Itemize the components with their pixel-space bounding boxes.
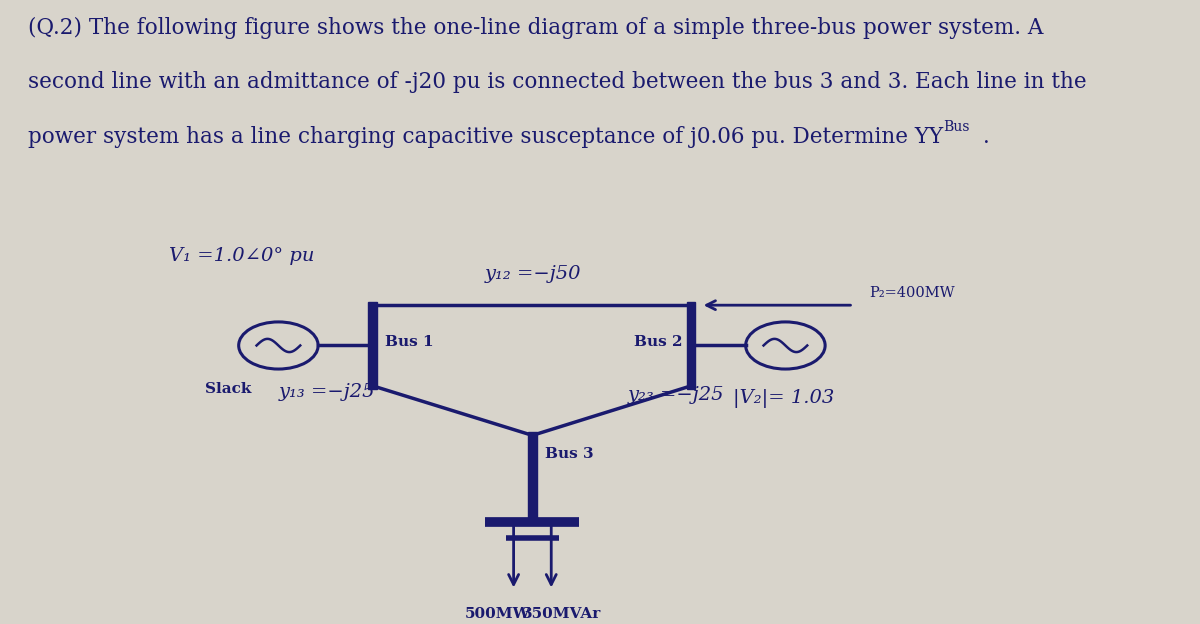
Text: 350MVAr: 350MVAr bbox=[522, 607, 601, 621]
Text: 500MW: 500MW bbox=[464, 607, 530, 621]
Text: |V₂|= 1.03: |V₂|= 1.03 bbox=[733, 389, 834, 407]
Text: y₁₂ =−j50: y₁₂ =−j50 bbox=[485, 265, 581, 283]
Text: Bus 1: Bus 1 bbox=[385, 335, 433, 349]
Text: y₂₃ =−j25: y₂₃ =−j25 bbox=[628, 386, 724, 404]
Text: (Q.2) The following figure shows the one-line diagram of a simple three-bus powe: (Q.2) The following figure shows the one… bbox=[28, 17, 1043, 39]
Text: Bus: Bus bbox=[943, 120, 970, 134]
Text: V₁ =1.0∠0° pu: V₁ =1.0∠0° pu bbox=[169, 246, 314, 265]
Text: power system has a line charging capacitive susceptance of j0.06 pu. Determine Y: power system has a line charging capacit… bbox=[28, 126, 929, 148]
Text: Slack: Slack bbox=[205, 382, 252, 396]
Text: .: . bbox=[983, 126, 990, 148]
Text: Y: Y bbox=[929, 126, 943, 148]
Text: Bus 3: Bus 3 bbox=[545, 447, 594, 461]
Polygon shape bbox=[688, 302, 696, 389]
Text: y₁₃ =−j25: y₁₃ =−j25 bbox=[278, 383, 374, 401]
Text: Bus 2: Bus 2 bbox=[634, 335, 683, 349]
Polygon shape bbox=[368, 302, 377, 389]
Text: P₂=400MW: P₂=400MW bbox=[869, 286, 955, 300]
Polygon shape bbox=[528, 432, 536, 519]
Text: second line with an admittance of -j20 pu is connected between the bus 3 and 3. : second line with an admittance of -j20 p… bbox=[28, 71, 1086, 94]
